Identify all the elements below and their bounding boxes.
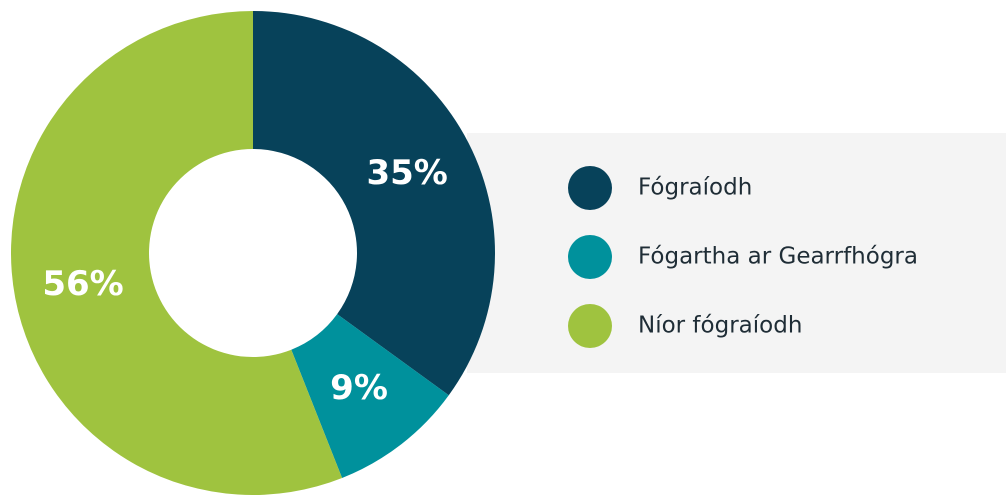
donut-slice xyxy=(291,314,449,479)
slice-label: 56% xyxy=(42,264,123,304)
legend-label: Fógartha ar Gearrfhógra xyxy=(638,244,918,270)
legend-box xyxy=(467,133,1006,373)
donut-slice xyxy=(253,11,495,396)
donut-slice xyxy=(11,11,343,495)
legend-swatch xyxy=(568,304,612,348)
legend-label: Fógraíodh xyxy=(638,175,752,201)
legend-swatch xyxy=(568,235,612,279)
legend-label: Níor fógraíodh xyxy=(638,313,802,339)
slice-label: 9% xyxy=(330,368,388,408)
slice-label: 35% xyxy=(366,153,447,193)
legend-swatch xyxy=(568,166,612,210)
